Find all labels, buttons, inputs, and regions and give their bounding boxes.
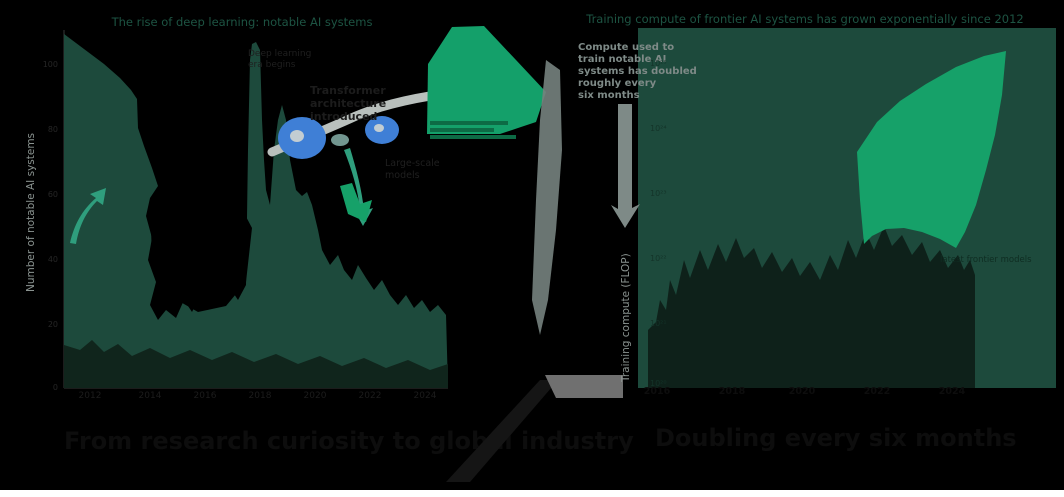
y-tick: 0 — [53, 383, 58, 392]
y-tick: 10²¹ — [650, 319, 667, 328]
left-bottom-caption: From research curiosity to global indust… — [64, 427, 634, 455]
left-y-axis-label: Number of notable AI systems — [25, 133, 37, 292]
y-tick: 10²⁰ — [650, 379, 667, 388]
left-chart-title: The rise of deep learning: notable AI sy… — [111, 15, 373, 29]
right-y-tick-labels: 10²⁵ 10²⁴ 10²³ 10²² 10²¹ 10²⁰ — [650, 59, 667, 388]
annotation-line: train notable AI — [578, 54, 666, 65]
sail-label: latest frontier models — [940, 255, 1032, 265]
inter-panel-gray-swath — [532, 60, 562, 335]
annotation-line: era begins — [248, 60, 296, 70]
y-tick: 60 — [48, 190, 58, 199]
left-area-series — [64, 34, 448, 388]
emerald-surge-highlight — [857, 51, 1006, 248]
left-y-tick-labels: 100 80 60 40 20 0 — [43, 60, 58, 392]
left-black-blob — [150, 182, 252, 312]
x-tick: 2022 — [864, 386, 890, 397]
y-tick: 10²² — [650, 254, 667, 263]
right-chart-title: Training compute of frontier AI systems … — [585, 12, 1024, 26]
highlight-stripe — [430, 121, 508, 125]
annotation-line: systems has doubled — [578, 66, 697, 77]
annotation-line: architecture — [310, 97, 386, 110]
center-gray-bar — [545, 375, 623, 398]
y-tick: 10²³ — [650, 189, 667, 198]
left-x-tick-labels: 2012 2014 2016 2018 2020 2022 2024 — [79, 391, 437, 401]
arrow-up-icon — [70, 188, 106, 244]
gray-down-arrow-icon — [611, 104, 640, 228]
annotation-line: Large-scale — [385, 158, 440, 169]
x-tick: 2018 — [249, 391, 272, 401]
left-annotation-a1: Deep learning era begins — [248, 49, 311, 70]
x-tick: 2024 — [939, 386, 966, 397]
page-bottom-strip — [0, 490, 1064, 497]
right-x-tick-labels: 2016 2018 2020 2022 2024 — [644, 386, 966, 397]
annotation-line: six months — [578, 90, 640, 101]
annotation-line: Deep learning — [248, 49, 311, 59]
x-tick: 2020 — [789, 386, 816, 397]
annotation-line: introduced — [310, 110, 377, 123]
right-gray-annotation: Compute used to train notable AI systems… — [578, 42, 697, 101]
left-annotation-a2: Transformer architecture introduced — [310, 84, 386, 123]
right-chart-panel: Compute used to train notable AI systems… — [578, 12, 1056, 452]
annotation-line: models — [385, 170, 420, 181]
y-tick: 20 — [48, 320, 58, 329]
x-tick: 2014 — [139, 391, 162, 401]
highlight-circle-1-core — [290, 130, 304, 142]
x-tick: 2016 — [644, 386, 671, 397]
annotation-line: roughly every — [578, 78, 657, 89]
y-tick: 10²⁴ — [650, 124, 667, 133]
annotation-line: Compute used to — [578, 42, 674, 53]
y-tick: 40 — [48, 255, 58, 264]
center-dark-diagonal — [446, 380, 558, 482]
highlight-stripe — [430, 135, 516, 139]
y-tick: 80 — [48, 125, 58, 134]
highlight-circle-2-core — [374, 124, 384, 132]
left-foreground-skyline — [64, 340, 448, 388]
arrow-down-icon — [344, 148, 373, 226]
emerald-pentagon-highlight — [427, 26, 546, 134]
annotation-line: Transformer — [310, 84, 386, 97]
emerald-chevron-icon — [340, 183, 372, 222]
x-tick: 2016 — [194, 391, 217, 401]
x-tick: 2018 — [719, 386, 746, 397]
x-tick: 2022 — [359, 391, 382, 401]
x-tick: 2012 — [79, 391, 102, 401]
highlight-connector — [331, 134, 349, 146]
left-chart-panel: The rise of deep learning: notable AI sy… — [25, 15, 634, 455]
x-tick: 2020 — [304, 391, 327, 401]
right-y-axis-label: Training compute (FLOP) — [620, 253, 632, 383]
x-tick: 2024 — [414, 391, 437, 401]
left-annotation-a3: Large-scale models — [385, 158, 440, 181]
right-skyline-series — [648, 226, 975, 388]
highlight-stripe — [430, 128, 494, 132]
y-tick: 100 — [43, 60, 58, 69]
y-tick: 10²⁵ — [650, 59, 667, 68]
right-bottom-caption: Doubling every six months — [655, 424, 1017, 452]
